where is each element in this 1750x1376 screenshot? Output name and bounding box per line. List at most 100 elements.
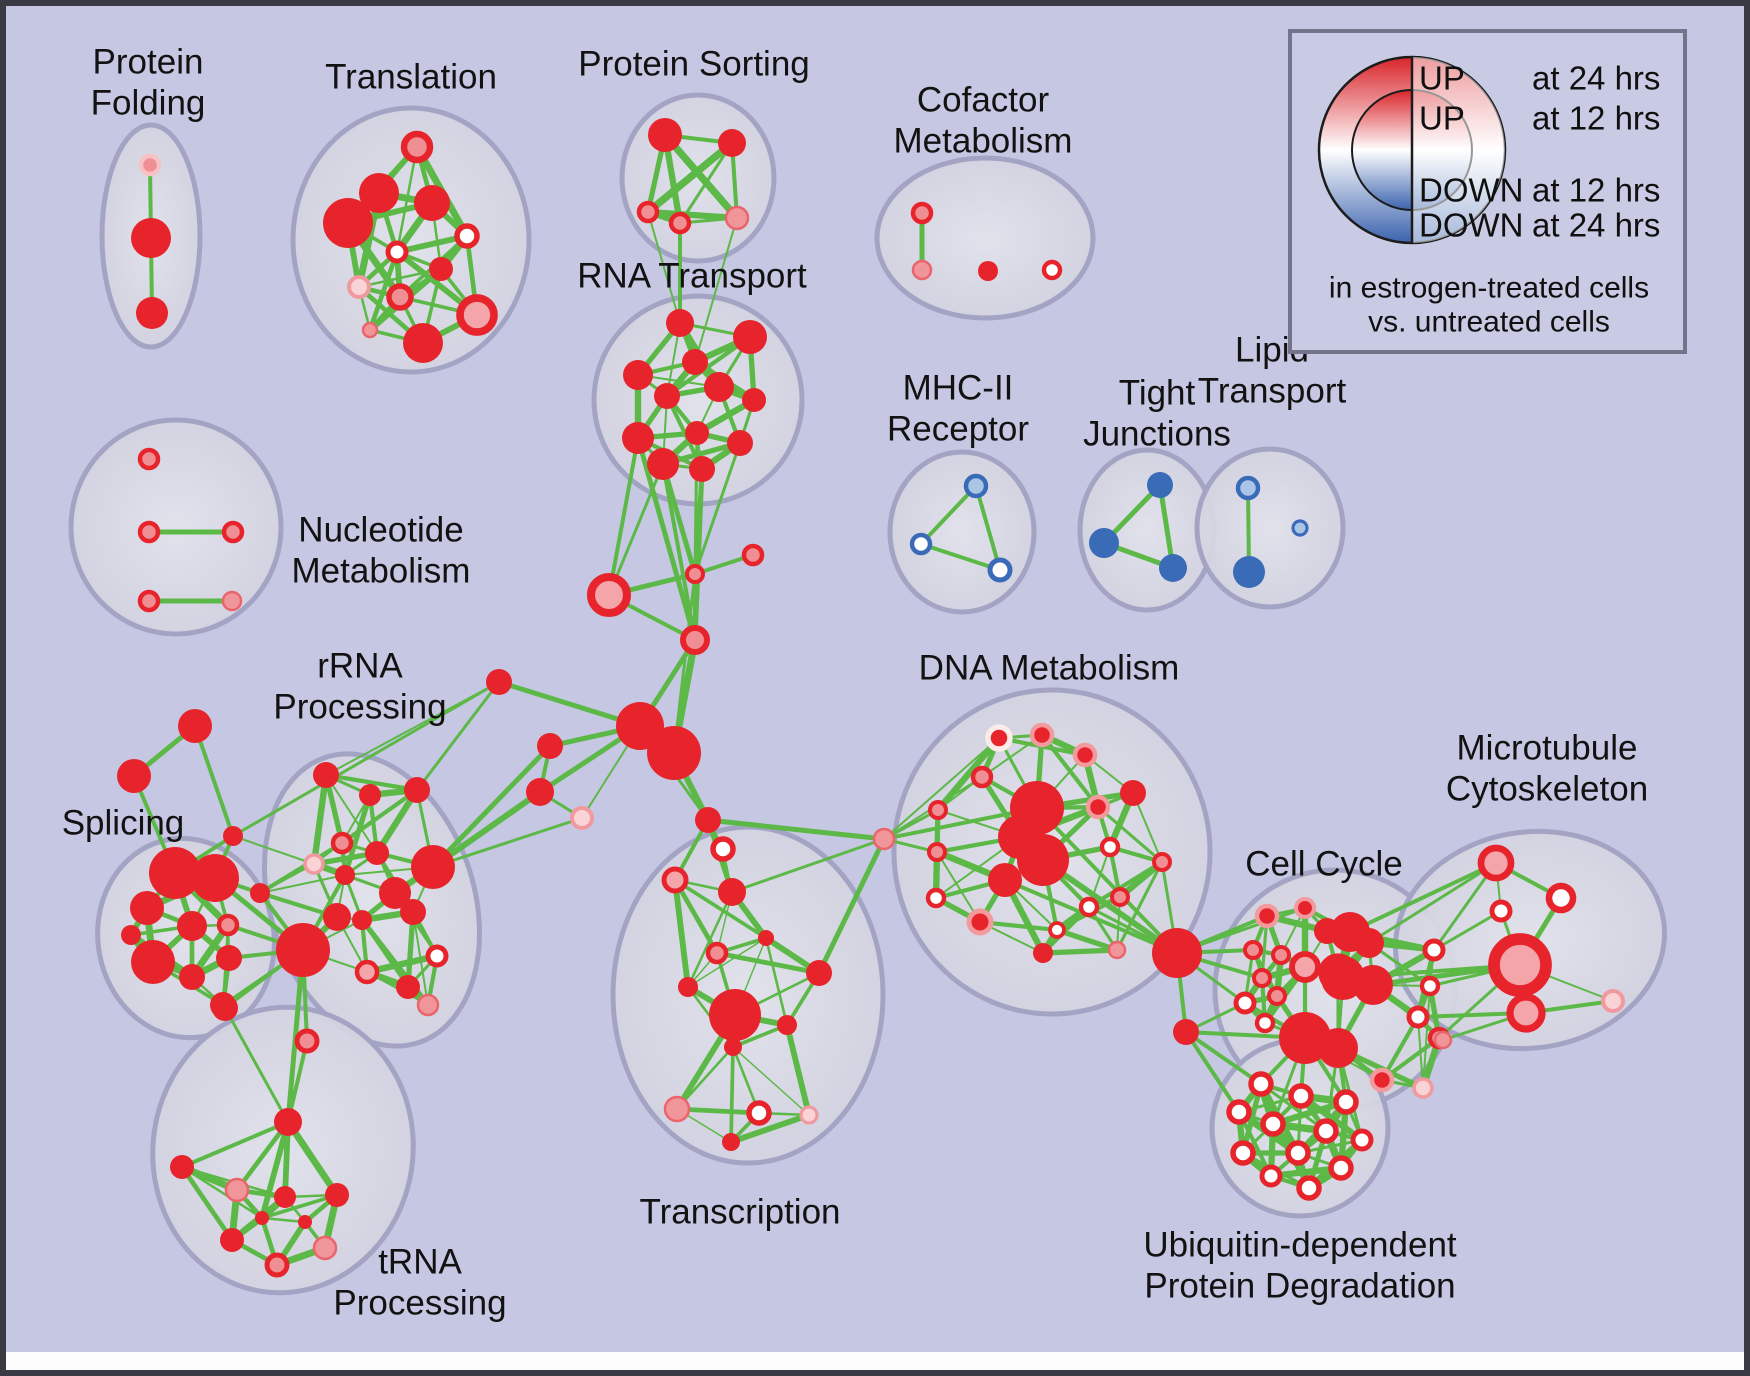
edge xyxy=(1184,1030,1263,1086)
edge xyxy=(1367,861,1498,945)
node-hub-16 xyxy=(212,995,238,1021)
edge xyxy=(193,724,235,838)
node-ps-4 xyxy=(724,205,750,231)
node-tl-8 xyxy=(386,283,414,311)
node-dna-10 xyxy=(1085,794,1111,820)
cluster-label-tj-1: Junctions xyxy=(1083,415,1231,454)
node-trna-0 xyxy=(274,1108,302,1136)
edge xyxy=(1035,806,1179,955)
node-rt-3 xyxy=(623,360,653,390)
cluster-label-mhc-1: Receptor xyxy=(887,410,1029,449)
node-rr-15 xyxy=(425,944,449,968)
node-mt-1 xyxy=(1545,882,1577,914)
node-cc-8 xyxy=(1267,986,1287,1006)
node-tj-1 xyxy=(1089,528,1119,558)
node-rt-10 xyxy=(647,448,679,480)
node-cc-20 xyxy=(1369,1067,1395,1093)
node-dna-14 xyxy=(925,887,947,909)
node-ub-5 xyxy=(1313,1118,1339,1144)
edge xyxy=(919,542,1002,572)
node-sp-0 xyxy=(149,847,201,899)
node-tl-5 xyxy=(385,240,409,264)
node-rt-0 xyxy=(666,309,694,337)
edge xyxy=(323,772,420,793)
node-lt-1 xyxy=(1233,556,1265,588)
legend-down-24-time: at 24 hrs xyxy=(1532,207,1660,244)
node-cm-2 xyxy=(978,261,998,281)
node-tx-4 xyxy=(678,977,698,997)
legend-down-12-time: at 12 hrs xyxy=(1532,172,1660,209)
node-nm-0 xyxy=(137,447,161,471)
cluster-label-nm-0: Nucleotide xyxy=(298,511,463,550)
node-dna-8 xyxy=(1017,834,1069,886)
node-hub-11 xyxy=(586,572,632,618)
node-trna-2 xyxy=(224,1177,250,1203)
cluster-label-cm-1: Metabolism xyxy=(894,122,1073,161)
legend-right-half-overlay xyxy=(1412,57,1505,243)
legend-up-24-direction: UP xyxy=(1419,60,1465,97)
edge xyxy=(310,771,330,868)
node-trna-8 xyxy=(255,1211,269,1225)
node-tl-7 xyxy=(347,275,371,299)
node-hub-13 xyxy=(178,709,212,743)
edge xyxy=(784,1022,812,1118)
node-ub-1 xyxy=(1288,1083,1314,1109)
node-cc-16 xyxy=(1318,1028,1358,1068)
node-mhc-0 xyxy=(963,473,989,499)
edge xyxy=(672,877,691,990)
node-dna-12 xyxy=(1099,836,1121,858)
node-ps-0 xyxy=(648,118,682,152)
node-tx-2 xyxy=(758,930,774,946)
node-mt-0 xyxy=(1477,844,1515,882)
node-dna-17 xyxy=(1048,921,1066,939)
node-dna-18 xyxy=(1110,887,1130,907)
node-ub-9 xyxy=(1328,1155,1354,1181)
edge xyxy=(883,737,1000,840)
edge xyxy=(607,436,640,597)
cluster-label-trna-0: tRNA xyxy=(378,1243,462,1282)
node-hub-10 xyxy=(741,543,765,567)
edge xyxy=(974,484,1002,572)
edge xyxy=(1348,861,1498,934)
node-sp-6 xyxy=(179,964,205,990)
edge xyxy=(342,792,373,878)
cluster-label-tx-0: Transcription xyxy=(640,1193,841,1232)
legend: UP at 24 hrs UP at 12 hrs DOWN at 12 hrs… xyxy=(1288,29,1687,354)
node-dna-11 xyxy=(1120,780,1146,806)
node-ps-3 xyxy=(668,211,692,235)
node-mt-4 xyxy=(1506,993,1546,1033)
node-tx-1 xyxy=(718,878,746,906)
cluster-label-ub-0: Ubiquitin-dependent xyxy=(1143,1226,1457,1265)
cluster-ellipse-lt xyxy=(1194,446,1346,610)
node-sp-2 xyxy=(130,891,164,925)
node-tx-10 xyxy=(746,1100,772,1126)
node-hub-19 xyxy=(1173,1019,1199,1045)
cluster-label-trna-1: Processing xyxy=(333,1284,506,1323)
node-tx-8 xyxy=(724,1038,742,1056)
edge xyxy=(714,950,822,976)
node-mhc-1 xyxy=(909,532,933,556)
node-rr-5 xyxy=(365,841,389,865)
edge xyxy=(259,874,346,894)
node-tx-7 xyxy=(777,1015,797,1035)
node-mhc-2 xyxy=(987,557,1013,583)
cluster-label-mhc-0: MHC-II xyxy=(903,369,1014,408)
node-dna-1 xyxy=(1029,722,1055,748)
edge xyxy=(1422,985,1431,1089)
node-sp-3 xyxy=(177,911,207,941)
edge xyxy=(693,431,699,576)
node-trna-5 xyxy=(220,1228,244,1252)
node-rt-9 xyxy=(727,430,753,456)
edge xyxy=(635,435,698,643)
node-ps-1 xyxy=(718,129,746,157)
node-rr-9 xyxy=(352,910,372,930)
edge xyxy=(232,835,315,865)
edge xyxy=(231,680,501,838)
edge xyxy=(1184,1030,1241,1114)
node-tl-11 xyxy=(361,321,379,339)
node-trna-3 xyxy=(274,1186,296,1208)
node-trna-7 xyxy=(264,1252,290,1278)
